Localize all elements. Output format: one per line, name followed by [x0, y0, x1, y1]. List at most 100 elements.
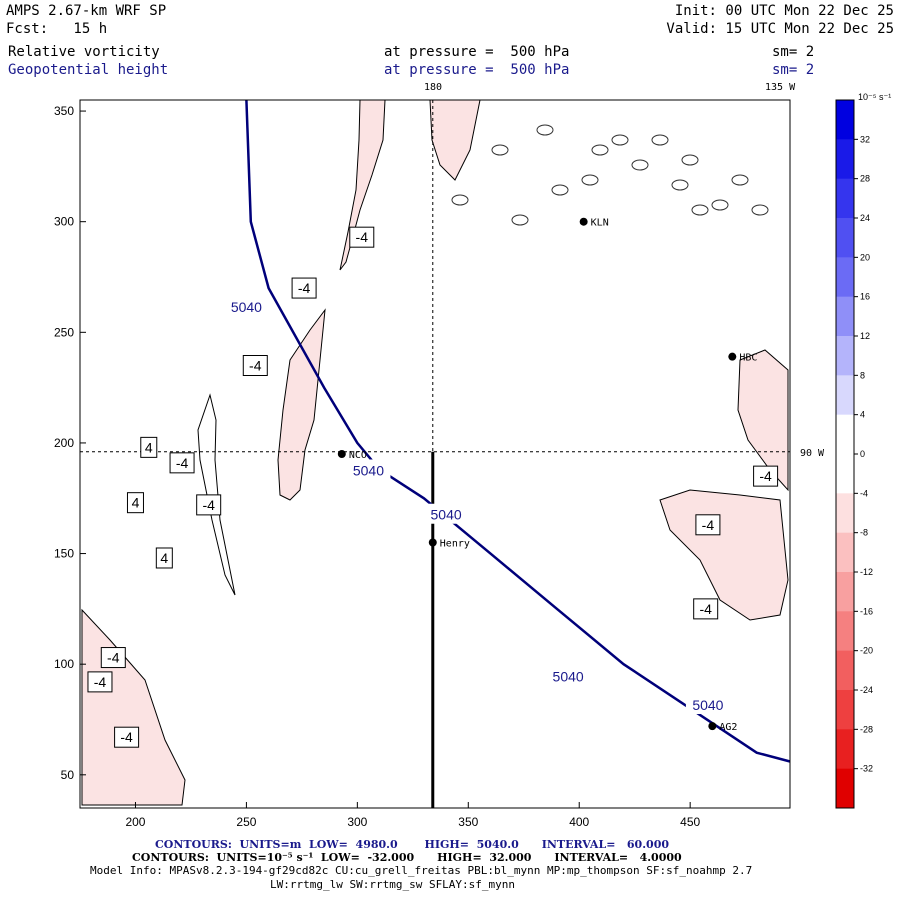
height-contour-5040	[245, 99, 791, 763]
field2-smoothing: sm= 2	[772, 62, 815, 78]
field2-name: Geopotential height	[8, 62, 169, 78]
plot-frame	[79, 99, 791, 809]
vorticity-contour-label: 4	[132, 495, 140, 511]
colorbar-swatch	[836, 296, 854, 337]
colorbar-swatch	[836, 336, 854, 376]
vorticity-label-box	[349, 226, 375, 248]
colorbar-swatch	[836, 375, 854, 416]
colorbar-swatch	[836, 414, 854, 455]
colorbar-swatch	[836, 178, 854, 219]
station-label: KLN	[591, 218, 609, 229]
meridian-180-label: 180	[424, 82, 442, 93]
vorticity-contour-small	[536, 124, 554, 136]
vorticity-contour-small	[631, 159, 649, 171]
colorbar-swatch	[836, 454, 854, 494]
vorticity-contour-label: -4	[120, 729, 133, 745]
vorticity-contour-small	[671, 179, 689, 191]
vorticity-contour-small	[651, 134, 669, 146]
x-tick-label: 450	[680, 815, 700, 829]
footer-vorticity-contours: CONTOURS: UNITS=10⁻⁵ s⁻¹ LOW= -32.000 HI…	[132, 851, 682, 864]
colorbar-swatch	[836, 768, 854, 809]
colorbar-tick-label: 32	[860, 134, 870, 144]
colorbar-swatch	[836, 257, 854, 298]
vorticity-label-box	[291, 277, 317, 299]
vorticity-label-box	[126, 492, 144, 514]
vorticity-contour-label: -4	[356, 229, 369, 245]
field1-level: at pressure = 500 hPa	[384, 44, 570, 60]
station-marker	[728, 352, 737, 361]
x-tick-label: 400	[569, 815, 589, 829]
meridian-135w-label: 135 W	[765, 82, 796, 93]
meridian-90w-label: 90 W	[800, 448, 825, 459]
colorbar-swatch	[836, 218, 854, 258]
vorticity-label-box	[100, 647, 126, 669]
vorticity-contour-small	[581, 174, 599, 186]
height-label-bg	[424, 503, 469, 524]
field1-smoothing: sm= 2	[772, 44, 815, 60]
vorticity-contour-small	[711, 199, 729, 211]
y-tick-label: 300	[54, 215, 74, 229]
vorticity-contour-small	[751, 204, 769, 216]
vorticity-label-box	[693, 598, 719, 620]
colorbar-tick-label: -28	[860, 724, 873, 734]
y-tick-label: 100	[54, 657, 74, 671]
station-marker	[579, 217, 588, 226]
colorbar-tick-label: 0	[860, 449, 865, 459]
vorticity-contour-small	[611, 134, 629, 146]
vorticity-label-box	[114, 726, 140, 748]
vorticity-area	[659, 489, 789, 621]
station-marker	[337, 450, 346, 458]
init-time: Init: 00 UTC Mon 22 Dec 25	[674, 3, 894, 19]
colorbar-swatch	[836, 572, 854, 612]
vorticity-contour-small	[591, 144, 609, 156]
footer-height-contours: CONTOURS: UNITS=m LOW= 4980.0 HIGH= 5040…	[155, 838, 669, 851]
vorticity-contour-small	[731, 174, 749, 186]
colorbar-swatch	[836, 690, 854, 730]
colorbar-swatch	[836, 100, 854, 140]
colorbar-tick-label: 16	[860, 292, 870, 302]
vorticity-area	[737, 349, 789, 492]
colorbar-tick-label: -20	[860, 646, 873, 656]
station-marker	[708, 722, 717, 731]
colorbar-tick-label: -32	[860, 764, 873, 774]
y-tick-label: 200	[54, 436, 74, 450]
vorticity-contour-small	[551, 184, 569, 196]
vorticity-contour-label: -4	[94, 674, 107, 690]
colorbar-swatch	[836, 139, 854, 180]
colorbar-tick-label: -12	[860, 567, 873, 577]
y-tick-label: 50	[61, 768, 75, 782]
vorticity-contour-label: 4	[160, 550, 168, 566]
vorticity-label-box	[169, 452, 195, 474]
forecast-hour: Fcst: 15 h	[6, 21, 108, 37]
station-label: AG2	[719, 722, 737, 733]
vorticity-contour-label: -4	[702, 517, 715, 533]
y-tick-label: 150	[54, 547, 74, 561]
colorbar-swatch	[836, 493, 854, 534]
colorbar-tick-label: 12	[860, 331, 870, 341]
vorticity-label-box	[753, 465, 779, 487]
height-label-bg	[224, 295, 269, 316]
vorticity-contour-small	[691, 204, 709, 216]
vorticity-area	[429, 99, 481, 181]
vorticity-contour-label: -4	[759, 468, 772, 484]
y-tick-label: 250	[54, 325, 74, 339]
footer-model-info: Model Info: MPASv8.2.3-194-gf29cd82c CU:…	[90, 864, 753, 877]
field2-level: at pressure = 500 hPa	[384, 62, 570, 78]
colorbar: 32 28 24 20 16 12 8 4 0 -4 -8 -12 -16 -20 -24 -28 -32	[835, 99, 873, 809]
colorbar-tick-label: 24	[860, 213, 870, 223]
vorticity-area	[277, 308, 326, 501]
height-label-bg	[346, 459, 391, 480]
colorbar-tick-label: -4	[860, 488, 868, 498]
field1-name: Relative vorticity	[8, 44, 160, 60]
vorticity-contour-small	[491, 144, 509, 156]
colorbar-tick-label: -16	[860, 606, 873, 616]
vorticity-contour-small	[511, 214, 529, 226]
x-tick-label: 300	[347, 815, 367, 829]
vorticity-contour-label: -4	[298, 280, 311, 296]
vorticity-area	[81, 608, 186, 806]
colorbar-tick-label: 28	[860, 174, 870, 184]
vorticity-label-box	[140, 436, 158, 458]
height-contour-label: 5040	[353, 462, 384, 478]
colorbar-tick-label: 8	[860, 370, 865, 380]
